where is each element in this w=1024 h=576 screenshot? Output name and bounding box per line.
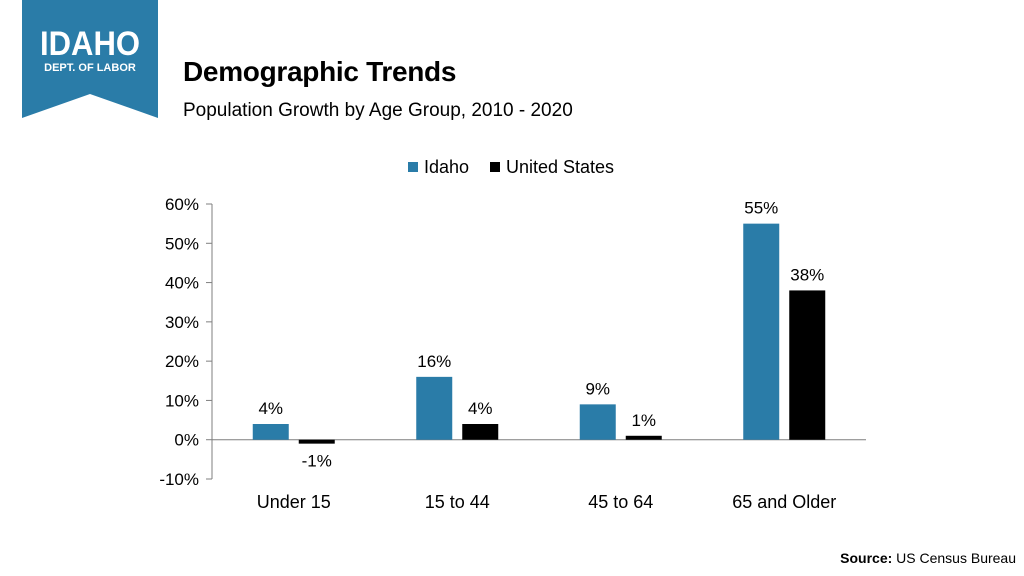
bar-united-states	[298, 439, 335, 444]
legend-label: United States	[506, 157, 614, 177]
x-category-label: 65 and Older	[732, 492, 836, 512]
bar-idaho	[579, 404, 616, 440]
y-tick-label: 20%	[165, 352, 199, 371]
data-label: 1%	[631, 411, 656, 430]
source-note: Source: US Census Bureau	[840, 550, 1016, 566]
y-tick-label: 0%	[174, 431, 199, 450]
idaho-dept-of-labor-logo: IDAHO DEPT. OF LABOR	[22, 0, 158, 118]
logo-line2: DEPT. OF LABOR	[44, 62, 136, 74]
y-tick-label: -10%	[159, 470, 199, 489]
y-tick-label: 10%	[165, 391, 199, 410]
logo-line1: IDAHO	[40, 25, 140, 63]
data-label: 55%	[744, 199, 778, 218]
y-tick-label: 30%	[165, 313, 199, 332]
data-label: 4%	[258, 399, 283, 418]
bar-idaho	[416, 376, 453, 440]
data-label: 9%	[585, 379, 610, 398]
bar-idaho	[743, 223, 780, 440]
data-label: 4%	[468, 399, 493, 418]
legend-swatch-united-states	[490, 162, 500, 172]
data-label: 16%	[417, 352, 451, 371]
source-text: US Census Bureau	[896, 550, 1016, 566]
page-subtitle: Population Growth by Age Group, 2010 - 2…	[183, 100, 573, 121]
page-title: Demographic Trends	[183, 56, 457, 87]
bar-united-states	[625, 435, 662, 440]
bar-united-states	[789, 290, 826, 440]
bar-united-states	[462, 424, 499, 440]
y-tick-label: 50%	[165, 234, 199, 253]
y-tick-label: 40%	[165, 274, 199, 293]
x-category-label: 15 to 44	[425, 492, 490, 512]
source-label: Source:	[840, 550, 893, 566]
x-category-label: 45 to 64	[588, 492, 653, 512]
legend-swatch-idaho	[408, 162, 418, 172]
data-label: -1%	[302, 452, 332, 471]
legend-label: Idaho	[424, 157, 469, 177]
x-category-label: Under 15	[257, 492, 331, 512]
bar-idaho	[252, 424, 289, 440]
data-label: 38%	[790, 265, 824, 284]
y-tick-label: 60%	[165, 195, 199, 214]
